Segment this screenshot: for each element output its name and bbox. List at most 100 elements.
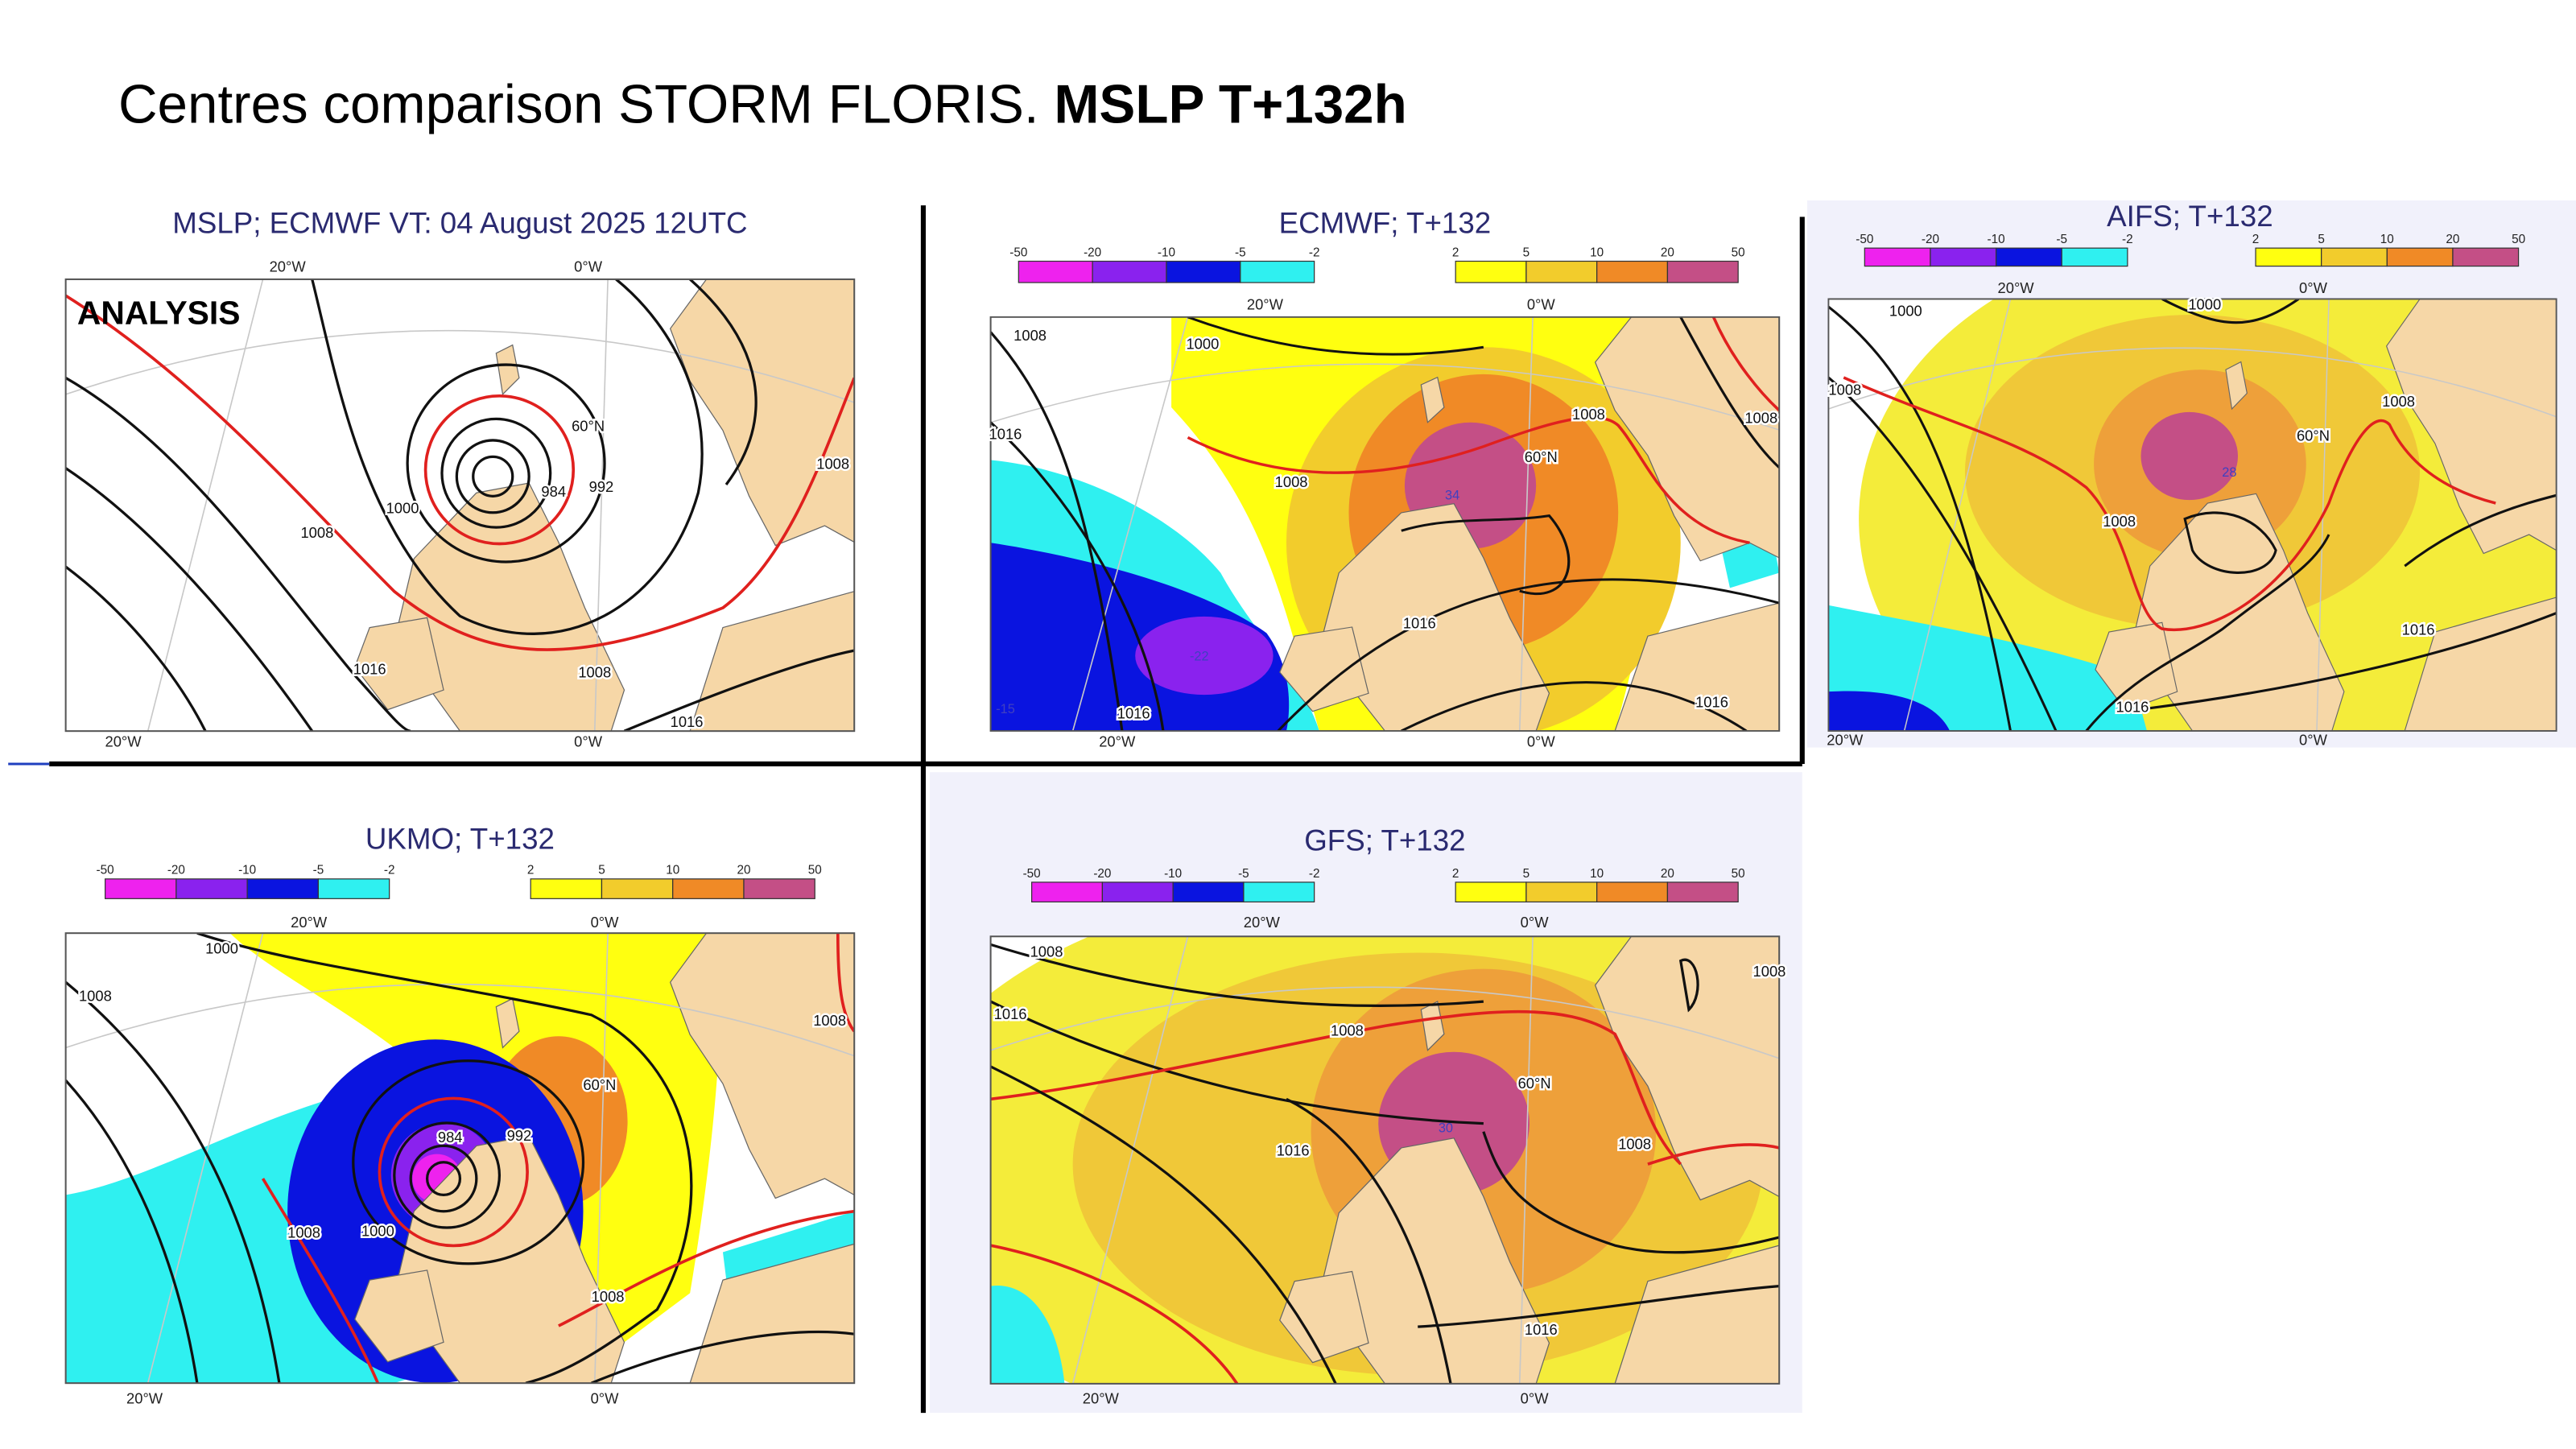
colorbar-tick: 10	[1590, 246, 1604, 259]
colorbar-box	[1995, 247, 2062, 267]
map-shape	[1828, 376, 2058, 731]
map-shape	[1418, 1285, 1780, 1328]
lon-label: 20°W	[1998, 279, 2035, 296]
colorbar-tick: -20	[1084, 246, 1101, 259]
colorbar-box	[2061, 247, 2128, 267]
colorbar-tick: -50	[1856, 233, 1873, 246]
colorbar-box	[1101, 881, 1174, 903]
gfs-map	[989, 935, 1781, 1385]
isobar-label: 1008	[1828, 382, 1861, 398]
map-shape	[2131, 612, 2557, 712]
map-shape	[423, 394, 576, 546]
map-shape	[393, 1121, 502, 1229]
map-shape	[65, 294, 855, 651]
map-shape	[472, 455, 514, 497]
isobar-label: 1008	[1618, 1135, 1651, 1152]
colorbar-tick: 2	[2252, 233, 2260, 246]
colorbar-tick: 50	[2512, 233, 2525, 246]
isobar-label: 1016	[1117, 705, 1150, 722]
map-shape	[378, 1096, 529, 1248]
analysis-map	[64, 278, 856, 733]
map-shape	[406, 363, 606, 564]
map-shape	[836, 933, 855, 1033]
colorbar-box	[1172, 881, 1245, 903]
lon-label: 0°W	[574, 733, 603, 749]
colorbar-tick: 5	[598, 864, 605, 877]
map-shape	[990, 1244, 1239, 1384]
map-shape	[990, 936, 1780, 1384]
colorbar-tick: -20	[167, 864, 185, 877]
colorbar-tick: -10	[1158, 246, 1175, 259]
map-shape	[989, 316, 1781, 732]
lat-label: 60°N	[572, 417, 605, 434]
map-shape	[689, 279, 758, 486]
colorbar-tick: -50	[1009, 246, 1027, 259]
isobar-label: 1000	[1186, 335, 1219, 352]
colorbar-box	[1525, 260, 1598, 283]
isobar-label: 1016	[1403, 614, 1436, 631]
isobar-label: 1000	[205, 939, 238, 956]
map-shape	[261, 1178, 380, 1384]
colorbar-tick: 50	[1732, 246, 1745, 259]
title-bold: MSLP T+132h	[1054, 74, 1406, 134]
map-shape	[990, 1286, 1065, 1384]
colorbar-tick: -20	[1922, 233, 1939, 246]
lon-label: 20°W	[291, 914, 328, 931]
colorbar-box	[601, 878, 674, 899]
colorbar: -50 -20 -10 -5 -2 2 5 10 20 50	[1023, 867, 1745, 903]
lon-label: 0°W	[591, 914, 620, 931]
colorbar: -50 -20 -10 -5 -2 2 5 10 20 50	[1009, 246, 1745, 283]
map-shape	[65, 933, 855, 1384]
isobar-label: 1008	[1753, 963, 1786, 980]
isobar-label: 1016	[671, 713, 704, 730]
isobar-label: 1008	[79, 988, 112, 1005]
isobar-label: 1008	[816, 455, 849, 472]
map-shape	[2183, 511, 2277, 574]
anomaly-label: 28	[2222, 465, 2236, 480]
map-shape	[990, 1009, 1682, 1166]
isobar-label: 1008	[2382, 393, 2415, 410]
map-shape	[1482, 1131, 1780, 1254]
colorbar-tick: -50	[1023, 867, 1041, 881]
panel-title: ECMWF; T+132	[1279, 206, 1492, 239]
colorbar-tick: 5	[1523, 867, 1530, 881]
colorbar: -50 -20 -10 -5 -2 2 5 10 20 50	[1856, 233, 2525, 267]
map-shape	[65, 279, 855, 732]
colorbar-tick: -5	[313, 864, 324, 877]
colorbar-tick: -2	[1309, 867, 1320, 881]
lon-label: 20°W	[1083, 1390, 1120, 1407]
isobar-label: 984	[541, 483, 566, 500]
map-shape	[64, 932, 856, 1385]
lon-label: 20°W	[1827, 731, 1864, 748]
map-shape	[65, 1080, 199, 1384]
colorbar-tick: 50	[1732, 867, 1745, 881]
isobar-label: 1008	[1331, 1022, 1364, 1038]
divider-lines	[49, 205, 1805, 1414]
map-shape	[1678, 958, 1699, 1013]
map-shape	[1679, 316, 1780, 469]
colorbar-tick: 20	[1661, 246, 1674, 259]
lon-label: 0°W	[1521, 914, 1550, 931]
lon-label: 0°W	[591, 1390, 620, 1407]
map-shape	[409, 1144, 478, 1213]
colorbar-tick: -10	[1164, 867, 1182, 881]
anomaly-label: 30	[1439, 1121, 1453, 1135]
map-shape	[558, 1209, 855, 1327]
isobar-label: 1008	[1744, 409, 1777, 426]
map-shape	[2085, 534, 2330, 731]
map-shape	[1187, 316, 1484, 356]
colorbar-tick: -5	[1238, 867, 1249, 881]
colorbar-tick: -5	[2056, 233, 2067, 246]
map-shape	[440, 417, 552, 529]
ukmo-map	[64, 932, 856, 1385]
colorbar-tick: 2	[527, 864, 535, 877]
colorbar-box	[2452, 247, 2520, 267]
isobar-label: 1000	[2188, 295, 2221, 312]
isobar-label: 1016	[2116, 698, 2149, 715]
colorbar-tick: -2	[384, 864, 395, 877]
map-shape	[1135, 616, 1274, 696]
colorbar-box	[1666, 260, 1739, 283]
analysis-label: ANALYSIS	[77, 295, 241, 332]
colorbar-box	[1092, 260, 1167, 283]
